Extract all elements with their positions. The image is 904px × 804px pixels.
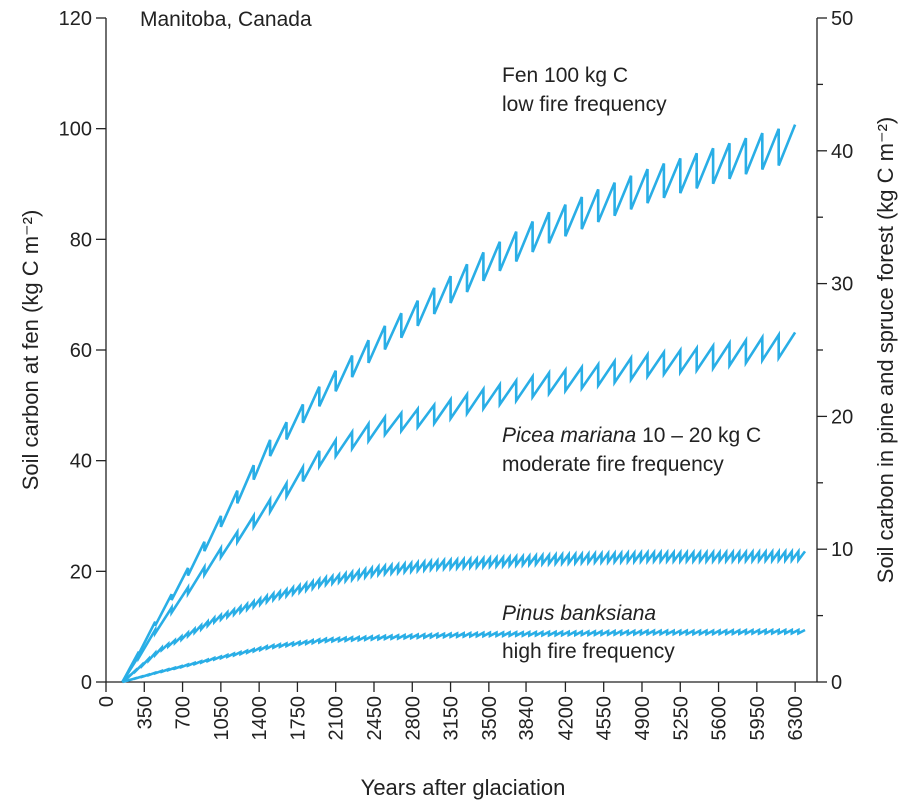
region-label: Manitoba, Canada xyxy=(140,8,312,31)
x-tick-label: 1050 xyxy=(211,696,233,741)
y-tick-right-label: 10 xyxy=(831,539,853,561)
y-tick-right-label: 20 xyxy=(831,406,853,428)
y-tick-left-label: 20 xyxy=(70,561,92,583)
y-tick-right-label: 0 xyxy=(831,672,842,694)
y-tick-left-label: 60 xyxy=(70,340,92,362)
x-tick-label: 6300 xyxy=(785,696,807,741)
x-tick-label: 3500 xyxy=(479,696,501,741)
y-tick-left-label: 120 xyxy=(59,8,92,30)
annotation-picea-species: Picea mariana xyxy=(502,424,636,447)
annotation-picea: Picea mariana 10 – 20 kg C xyxy=(502,424,761,447)
x-tick-label: 0 xyxy=(96,696,118,707)
x-tick-label: 350 xyxy=(134,696,156,729)
annotation-pinus: Pinus banksiana xyxy=(502,602,656,625)
y-axis-title-left: Soil carbon at fen (kg C m⁻²) xyxy=(18,210,43,491)
series-line-3 xyxy=(122,630,805,682)
annotation-picea-amount: 10 – 20 kg C xyxy=(636,424,761,447)
y-axis-title-right: Soil carbon in pine and spruce forest (k… xyxy=(873,117,898,583)
x-tick-label: 700 xyxy=(173,696,195,729)
y-tick-right-label: 30 xyxy=(831,274,853,296)
annotation-fen: Fen 100 kg C xyxy=(502,64,628,87)
x-tick-label: 5600 xyxy=(709,696,731,741)
x-tick-label: 1750 xyxy=(287,696,309,741)
x-tick-label: 3840 xyxy=(516,696,538,741)
x-tick-label: 2450 xyxy=(364,696,386,741)
y-tick-left-label: 0 xyxy=(81,672,92,694)
x-tick-label: 4200 xyxy=(555,696,577,741)
annotation-high-fire: high fire frequency xyxy=(502,640,675,663)
x-tick-label: 4900 xyxy=(632,696,654,741)
y-tick-left-label: 100 xyxy=(59,119,92,141)
x-tick-label: 2100 xyxy=(326,696,348,741)
x-tick-label: 5950 xyxy=(747,696,769,741)
x-tick-label: 3150 xyxy=(441,696,463,741)
series-line-2 xyxy=(122,551,805,682)
series-line-0 xyxy=(122,125,795,682)
x-tick-label: 1400 xyxy=(249,696,271,741)
y-tick-left-label: 40 xyxy=(70,451,92,473)
annotation-moderate-fire: moderate fire frequency xyxy=(502,453,724,476)
x-tick-label: 5250 xyxy=(670,696,692,741)
y-tick-right-label: 50 xyxy=(831,8,853,30)
x-tick-label: 2800 xyxy=(402,696,424,741)
annotation-low-fire: low fire frequency xyxy=(502,93,667,116)
y-tick-left-label: 80 xyxy=(70,229,92,251)
y-tick-right-label: 40 xyxy=(831,141,853,163)
x-tick-label: 4550 xyxy=(594,696,616,741)
x-axis-title: Years after glaciation xyxy=(361,775,566,800)
